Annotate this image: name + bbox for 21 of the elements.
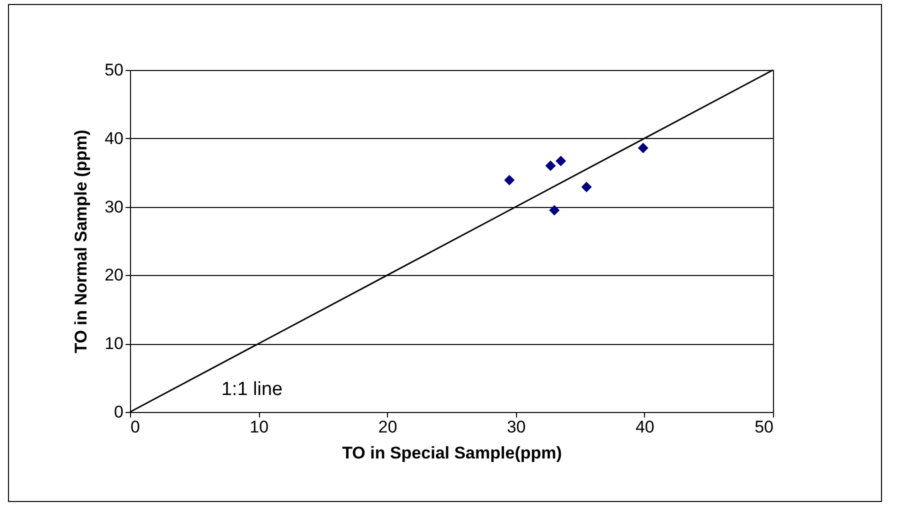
y-axis-title: TO in Normal Sample (ppm) <box>72 130 91 354</box>
point <box>549 204 560 216</box>
x-tick-label: 0 <box>130 418 140 436</box>
x-tick-label: 10 <box>250 418 269 436</box>
x-axis-title: TO in Special Sample(ppm) <box>342 444 562 462</box>
point <box>556 156 566 166</box>
y-tick-label: 40 <box>104 128 124 148</box>
y-tick-label: 10 <box>104 334 124 354</box>
x-tick-label: 40 <box>635 418 654 436</box>
point <box>581 182 592 192</box>
annotation: 1:1 line <box>221 379 283 400</box>
y-tick-label: 30 <box>104 197 124 216</box>
y-tick-label: 50 <box>104 60 124 80</box>
point <box>504 174 515 186</box>
y-tick-label: 0 <box>114 402 124 422</box>
y-tick-label: 20 <box>104 266 124 285</box>
x-tick-label: 20 <box>378 418 398 436</box>
x-tick-label: 30 <box>506 418 526 436</box>
x-tick-label: 50 <box>754 418 774 436</box>
point <box>545 160 556 172</box>
point <box>638 142 648 154</box>
